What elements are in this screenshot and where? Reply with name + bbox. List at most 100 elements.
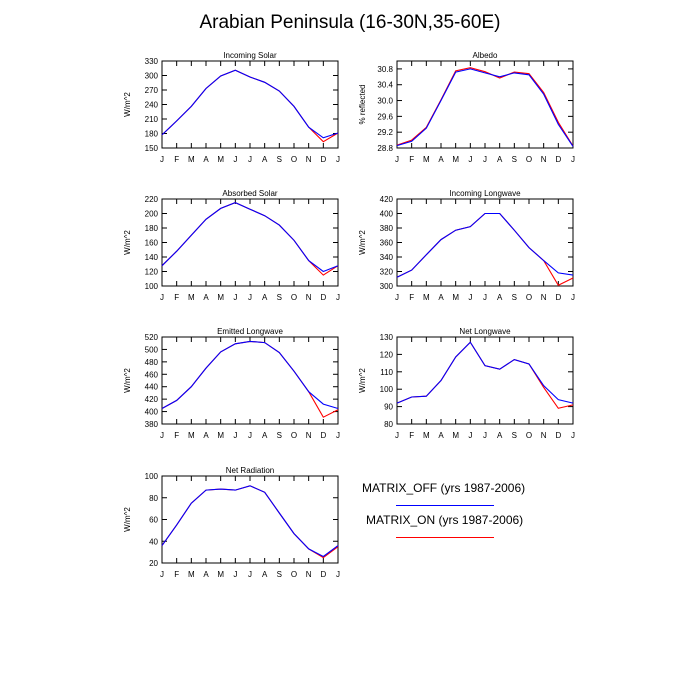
x-tick-label: O bbox=[526, 155, 532, 164]
x-tick-label: D bbox=[555, 293, 561, 302]
y-tick-label: 20 bbox=[149, 559, 158, 568]
x-tick-label: N bbox=[541, 293, 547, 302]
figure-title: Arabian Peninsula (16-30N,35-60E) bbox=[199, 12, 501, 33]
legend-label-matrix-off: MATRIX_OFF (yrs 1987-2006) bbox=[362, 481, 526, 495]
y-tick-label: 360 bbox=[380, 239, 394, 248]
x-tick-label: J bbox=[233, 155, 237, 164]
x-tick-label: S bbox=[277, 431, 282, 440]
y-axis-label: W/m^2 bbox=[358, 368, 367, 393]
x-tick-label: D bbox=[555, 431, 561, 440]
x-tick-label: J bbox=[483, 155, 487, 164]
x-tick-label: J bbox=[336, 570, 340, 579]
x-tick-label: A bbox=[262, 155, 268, 164]
panel-3: J F M A M J J A S O N D J300320340360380400420Incomi… bbox=[358, 189, 575, 302]
x-tick-label: O bbox=[291, 570, 297, 579]
x-tick-label: F bbox=[409, 293, 414, 302]
x-tick-label: A bbox=[262, 293, 268, 302]
x-tick-label: A bbox=[203, 155, 209, 164]
y-tick-label: 110 bbox=[380, 368, 393, 377]
y-tick-label: 180 bbox=[145, 130, 159, 139]
legend-label-matrix-on: MATRIX_ON (yrs 1987-2006) bbox=[366, 513, 524, 527]
x-tick-label: M bbox=[217, 570, 224, 579]
series-line-matrix-off bbox=[396, 341, 574, 404]
x-tick-label: N bbox=[541, 431, 547, 440]
x-tick-label: S bbox=[277, 293, 282, 302]
x-tick-label: F bbox=[174, 431, 179, 440]
y-tick-label: 480 bbox=[145, 358, 159, 367]
x-tick-label: D bbox=[320, 570, 326, 579]
x-tick-label: A bbox=[203, 431, 209, 440]
x-tick-label: J bbox=[468, 155, 472, 164]
x-tick-label: A bbox=[497, 293, 503, 302]
x-tick-label: M bbox=[188, 431, 195, 440]
x-tick-label: A bbox=[438, 431, 444, 440]
x-tick-label: M bbox=[423, 293, 430, 302]
y-tick-label: 100 bbox=[145, 472, 159, 481]
y-tick-label: 500 bbox=[145, 345, 159, 354]
x-tick-label: J bbox=[336, 431, 340, 440]
series-line-matrix-on bbox=[396, 212, 574, 287]
panel-frame bbox=[161, 198, 339, 287]
x-tick-label: A bbox=[203, 293, 209, 302]
x-tick-label: J bbox=[468, 293, 472, 302]
x-tick-label: J bbox=[160, 570, 164, 579]
x-tick-label: F bbox=[174, 570, 179, 579]
y-tick-label: 30.8 bbox=[377, 65, 393, 74]
x-tick-label: J bbox=[395, 431, 399, 440]
panel-frame bbox=[396, 60, 574, 149]
x-tick-label: S bbox=[512, 431, 517, 440]
y-tick-label: 90 bbox=[384, 403, 393, 412]
x-tick-label: M bbox=[452, 293, 459, 302]
y-tick-label: 120 bbox=[145, 268, 159, 277]
legend-line-matrix-off bbox=[396, 505, 494, 506]
x-tick-label: O bbox=[526, 431, 532, 440]
x-tick-label: D bbox=[320, 293, 326, 302]
y-axis-label: % reflected bbox=[358, 84, 367, 124]
x-tick-label: J bbox=[233, 293, 237, 302]
panel-0: J F M A M J J A S O N D J150180210240270300330Incomi… bbox=[123, 51, 340, 164]
x-tick-label: J bbox=[248, 155, 252, 164]
x-tick-label: J bbox=[395, 293, 399, 302]
x-tick-label: M bbox=[188, 570, 195, 579]
y-tick-label: 40 bbox=[149, 537, 158, 546]
y-tick-label: 320 bbox=[380, 268, 394, 277]
y-axis-label: W/m^2 bbox=[123, 368, 132, 393]
y-tick-label: 140 bbox=[145, 253, 159, 262]
series-line-matrix-off bbox=[161, 69, 339, 139]
panel-title: Incoming Longwave bbox=[449, 189, 521, 198]
panel-frame bbox=[396, 336, 574, 425]
series-line-matrix-on bbox=[396, 341, 574, 409]
y-tick-label: 130 bbox=[380, 333, 394, 342]
x-tick-label: D bbox=[320, 431, 326, 440]
x-tick-label: J bbox=[233, 431, 237, 440]
x-tick-label: M bbox=[217, 293, 224, 302]
y-tick-label: 80 bbox=[149, 494, 158, 503]
y-tick-label: 60 bbox=[149, 516, 158, 525]
x-tick-label: N bbox=[306, 431, 312, 440]
x-tick-label: M bbox=[217, 155, 224, 164]
x-tick-label: A bbox=[497, 155, 503, 164]
y-tick-label: 330 bbox=[145, 57, 159, 66]
x-tick-label: A bbox=[438, 155, 444, 164]
x-tick-label: O bbox=[291, 155, 297, 164]
panel-1: J F M A M J J A S O N D J28.829.229.630.030.430.8Alb… bbox=[358, 51, 575, 164]
x-tick-label: M bbox=[188, 155, 195, 164]
x-tick-label: F bbox=[174, 293, 179, 302]
y-tick-label: 400 bbox=[380, 210, 394, 219]
x-tick-label: A bbox=[262, 570, 268, 579]
y-tick-label: 80 bbox=[384, 420, 393, 429]
x-tick-label: J bbox=[571, 293, 575, 302]
x-tick-label: M bbox=[188, 293, 195, 302]
x-tick-label: S bbox=[277, 155, 282, 164]
x-tick-label: M bbox=[452, 155, 459, 164]
series-line-matrix-off bbox=[161, 340, 339, 410]
y-tick-label: 380 bbox=[145, 420, 159, 429]
y-axis-label: W/m^2 bbox=[123, 92, 132, 117]
y-axis-label: W/m^2 bbox=[123, 230, 132, 255]
x-tick-label: S bbox=[512, 293, 517, 302]
panel-4: J F M A M J J A S O N D J380400420440460480500520Emi… bbox=[123, 327, 340, 440]
series-line-matrix-on bbox=[161, 69, 339, 143]
panel-frame bbox=[396, 198, 574, 287]
